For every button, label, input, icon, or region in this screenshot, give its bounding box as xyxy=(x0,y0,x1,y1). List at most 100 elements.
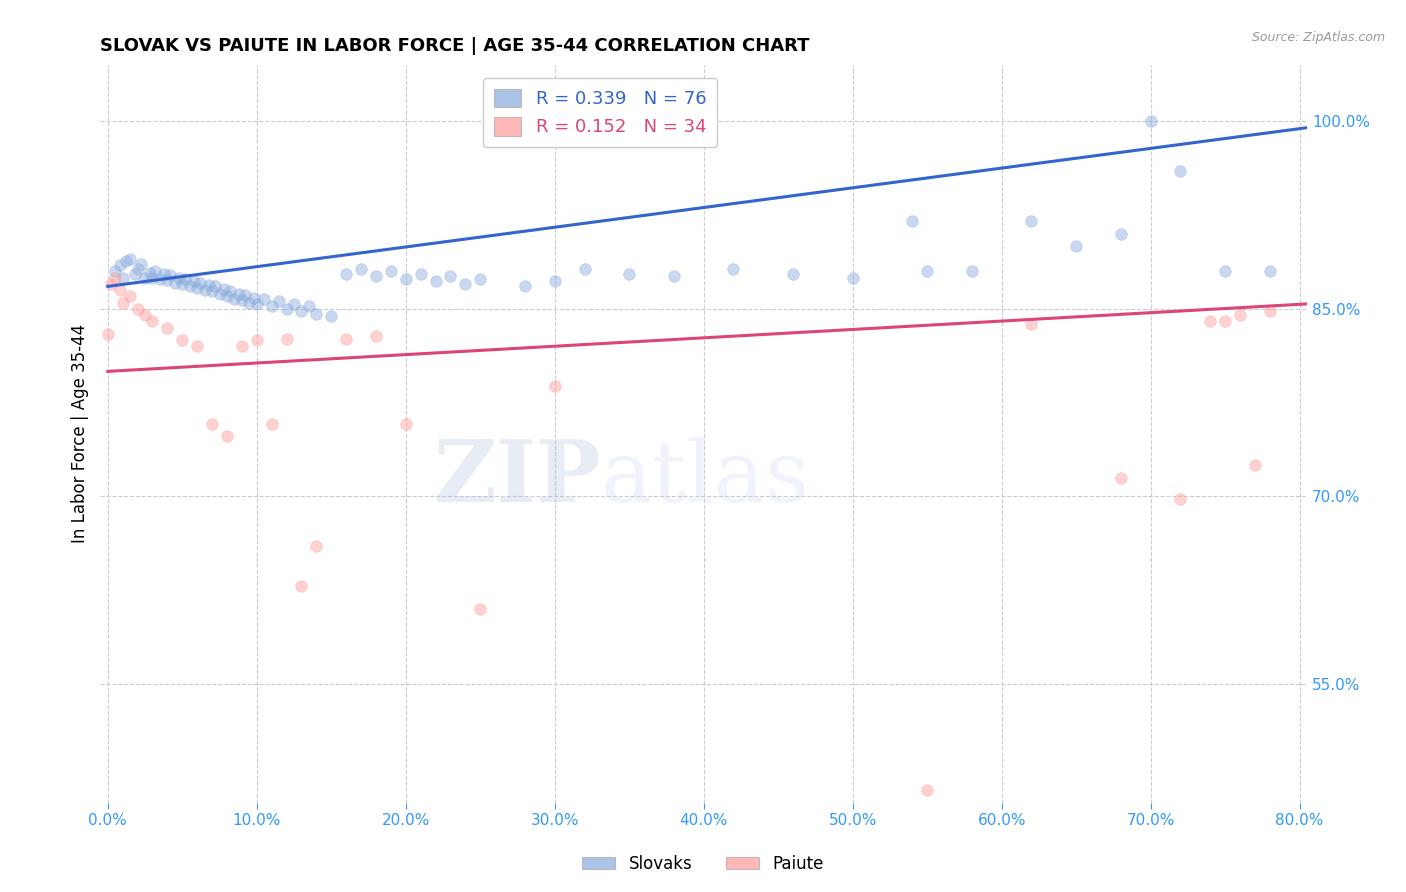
Point xyxy=(1244,458,1267,472)
Point xyxy=(1139,114,1161,128)
Point xyxy=(1109,227,1132,241)
Point xyxy=(364,329,387,343)
Text: ZIP: ZIP xyxy=(433,436,602,520)
Point xyxy=(104,264,127,278)
Point xyxy=(276,332,298,346)
Point xyxy=(179,279,201,293)
Point xyxy=(1021,214,1043,228)
Point xyxy=(172,333,194,347)
Point xyxy=(124,267,146,281)
Point xyxy=(395,417,418,431)
Point xyxy=(915,783,938,797)
Point xyxy=(215,289,238,303)
Point xyxy=(212,282,235,296)
Point xyxy=(901,214,924,228)
Point xyxy=(350,261,373,276)
Point xyxy=(141,270,163,285)
Point xyxy=(194,283,217,297)
Point xyxy=(114,254,136,268)
Point xyxy=(100,277,122,291)
Point xyxy=(470,602,492,616)
Point xyxy=(138,266,160,280)
Legend: Slovaks, Paiute: Slovaks, Paiute xyxy=(575,848,831,880)
Point xyxy=(186,339,208,353)
Point xyxy=(111,270,134,285)
Point xyxy=(111,295,134,310)
Point xyxy=(1170,491,1192,506)
Point xyxy=(1258,264,1281,278)
Point xyxy=(120,289,142,303)
Point xyxy=(305,307,328,321)
Point xyxy=(186,280,208,294)
Point xyxy=(290,579,312,593)
Point xyxy=(134,270,156,285)
Point xyxy=(380,264,402,278)
Point xyxy=(269,294,291,309)
Point xyxy=(127,261,149,276)
Point xyxy=(163,276,186,290)
Point xyxy=(1213,314,1236,328)
Point xyxy=(127,301,149,316)
Point xyxy=(662,269,685,284)
Point xyxy=(335,332,357,346)
Point xyxy=(841,270,863,285)
Point xyxy=(149,272,172,286)
Point xyxy=(145,264,167,278)
Point xyxy=(513,279,536,293)
Point xyxy=(238,295,260,310)
Point xyxy=(425,274,447,288)
Point xyxy=(243,291,266,305)
Point xyxy=(260,299,283,313)
Point xyxy=(574,261,596,276)
Text: Source: ZipAtlas.com: Source: ZipAtlas.com xyxy=(1251,31,1385,45)
Point xyxy=(201,285,224,299)
Point xyxy=(335,267,357,281)
Point xyxy=(231,293,253,307)
Point xyxy=(204,279,226,293)
Point xyxy=(723,261,745,276)
Point xyxy=(1064,239,1087,253)
Point xyxy=(276,301,298,316)
Point xyxy=(290,304,312,318)
Point xyxy=(97,326,120,341)
Legend: R = 0.339   N = 76, R = 0.152   N = 34: R = 0.339 N = 76, R = 0.152 N = 34 xyxy=(484,78,717,147)
Point xyxy=(188,276,211,290)
Point xyxy=(1258,304,1281,318)
Point xyxy=(219,285,242,299)
Point xyxy=(915,264,938,278)
Y-axis label: In Labor Force | Age 35-44: In Labor Force | Age 35-44 xyxy=(72,325,89,543)
Point xyxy=(246,297,269,311)
Text: SLOVAK VS PAIUTE IN LABOR FORCE | AGE 35-44 CORRELATION CHART: SLOVAK VS PAIUTE IN LABOR FORCE | AGE 35… xyxy=(100,37,810,55)
Point xyxy=(108,258,131,272)
Point xyxy=(228,286,250,301)
Point xyxy=(156,273,179,287)
Point xyxy=(619,267,641,281)
Point xyxy=(201,417,224,431)
Point xyxy=(321,310,343,324)
Point xyxy=(246,333,269,347)
Point xyxy=(253,292,276,306)
Point xyxy=(153,267,176,281)
Point xyxy=(544,379,567,393)
Point xyxy=(298,299,321,313)
Point xyxy=(439,269,461,284)
Point xyxy=(183,274,205,288)
Point xyxy=(283,297,305,311)
Point xyxy=(1229,308,1251,322)
Point xyxy=(1170,164,1192,178)
Point xyxy=(129,257,152,271)
Point xyxy=(1109,470,1132,484)
Point xyxy=(141,314,163,328)
Point xyxy=(169,270,191,285)
Text: atlas: atlas xyxy=(602,436,810,520)
Point xyxy=(364,269,387,284)
Point xyxy=(544,274,567,288)
Point xyxy=(208,286,231,301)
Point xyxy=(454,277,477,291)
Point xyxy=(174,272,197,286)
Point xyxy=(1199,314,1222,328)
Point xyxy=(260,417,283,431)
Point xyxy=(395,272,418,286)
Point xyxy=(108,283,131,297)
Point xyxy=(134,308,156,322)
